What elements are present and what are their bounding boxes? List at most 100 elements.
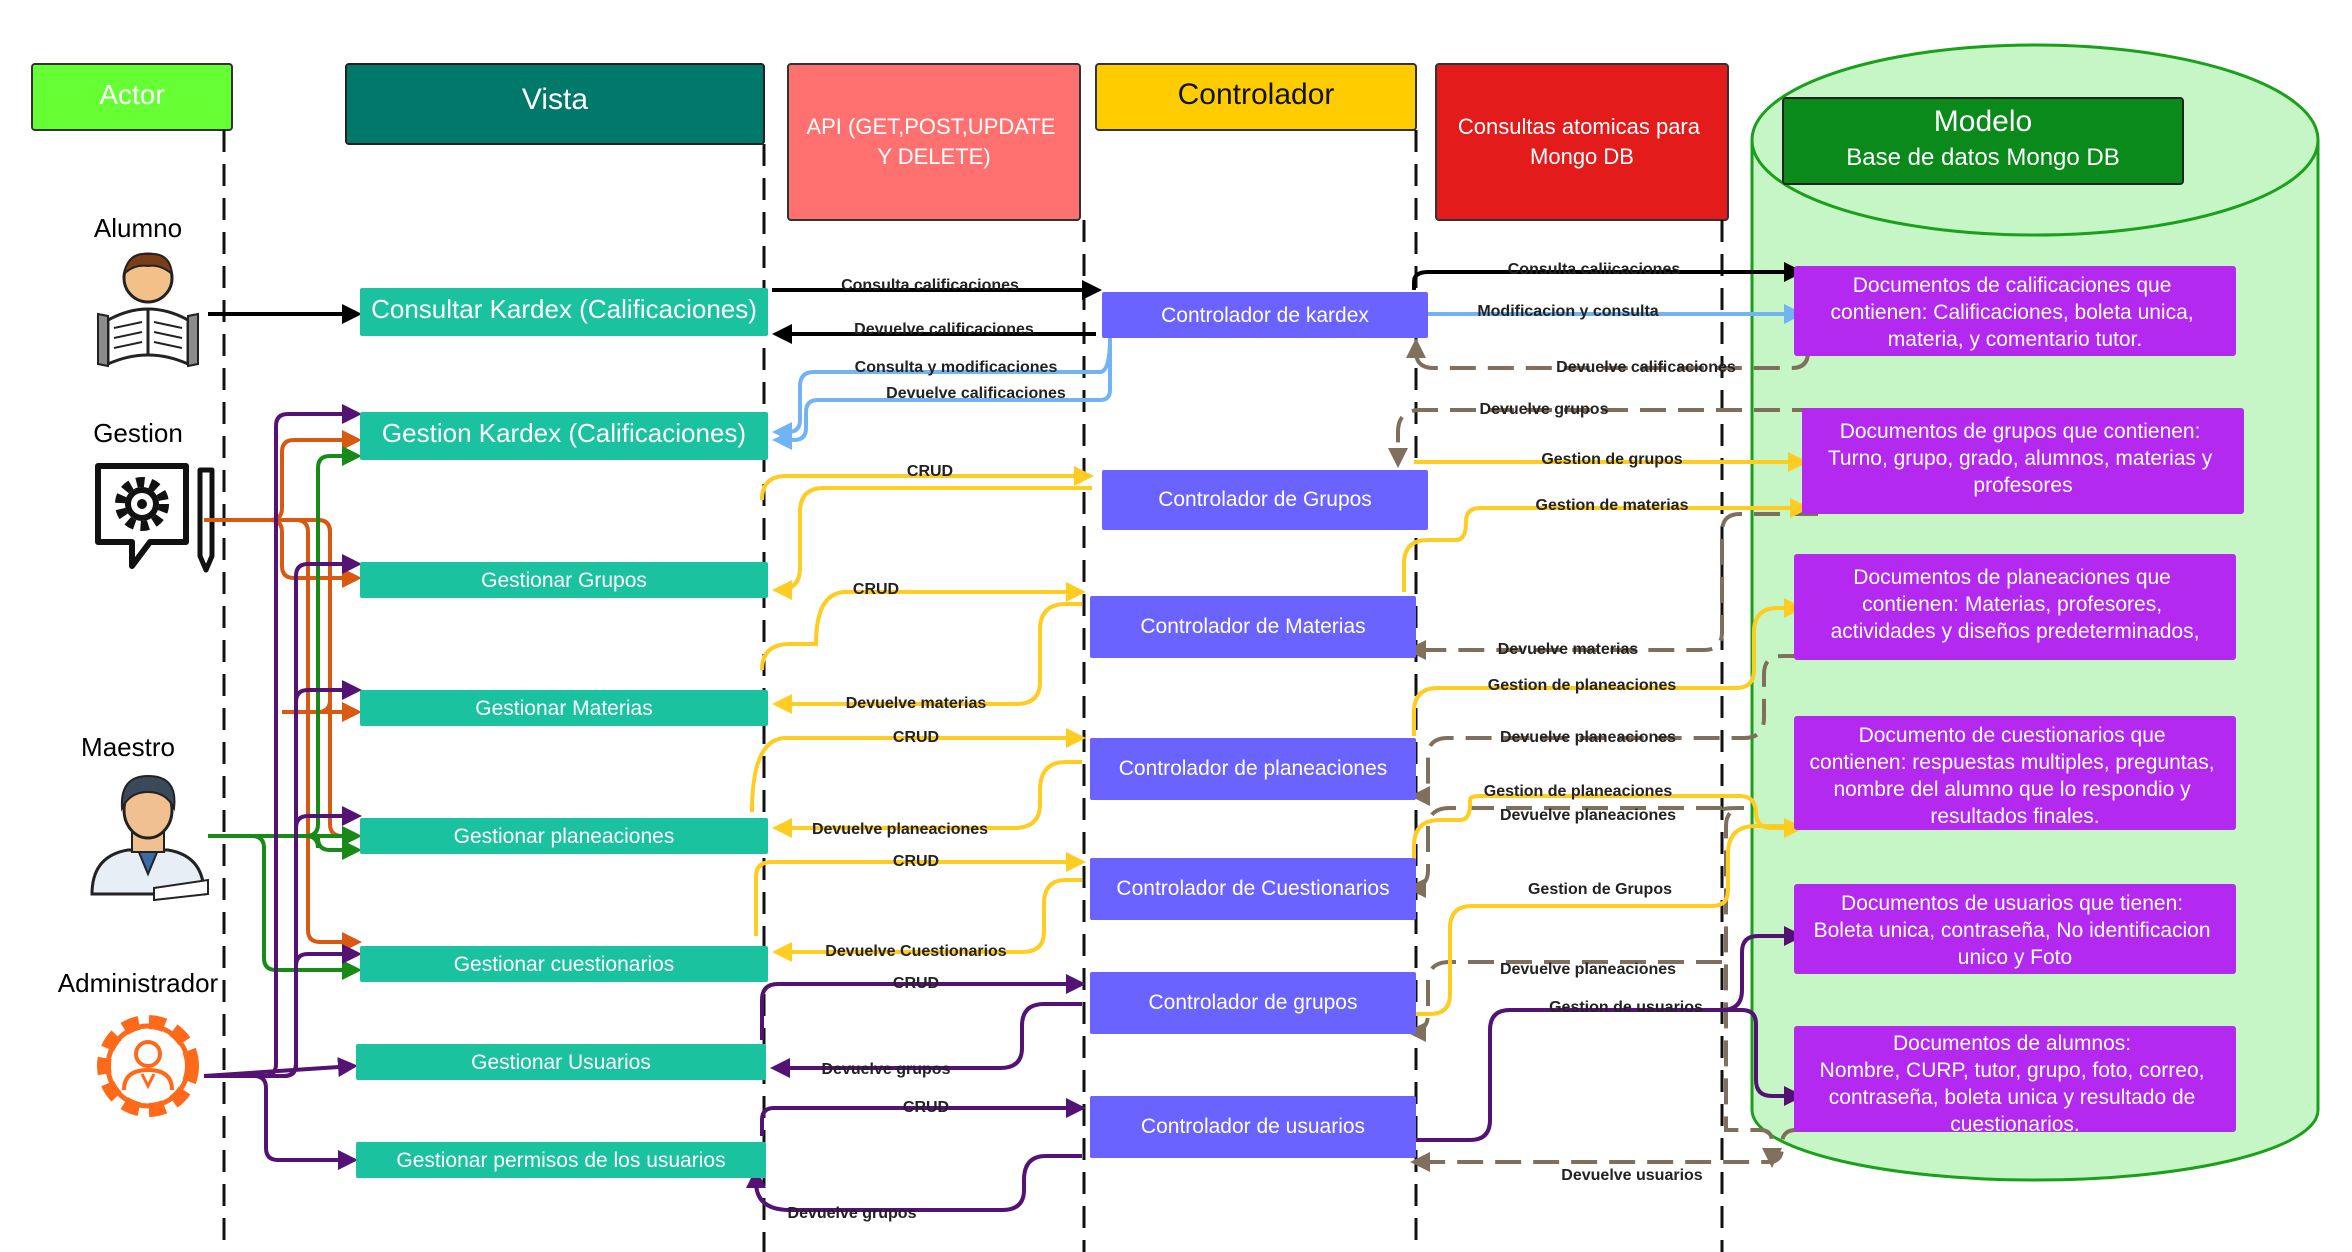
svg-text:Consultar Kardex (Calificacion: Consultar Kardex (Calificaciones) xyxy=(371,294,757,324)
label-crud-2: CRUD xyxy=(853,581,899,598)
db-black-blue-arrows xyxy=(1412,262,1804,324)
controller-grupos-2[interactable]: Controlador de grupos xyxy=(1090,972,1416,1034)
label-gestion-grupos: Gestion de grupos xyxy=(1541,451,1682,468)
doc-planeaciones[interactable]: Documentos de planeaciones que contienen… xyxy=(1794,554,2236,660)
view-gestionar-usuarios[interactable]: Gestionar Usuarios xyxy=(356,1044,766,1080)
controller-planeaciones[interactable]: Controlador de planeaciones xyxy=(1090,738,1416,800)
label-gestion-usuarios: Gestion de usuarios xyxy=(1549,999,1703,1016)
doc-planeaciones-line-2: contienen: Materias, profesores, xyxy=(1862,593,2162,616)
student-reading-icon xyxy=(97,252,199,368)
svg-text:Controlador de Grupos: Controlador de Grupos xyxy=(1158,488,1372,511)
db-taupe-arrows xyxy=(1388,338,1818,1172)
doc-alumnos-line-2: Nombre, CURP, tutor, grupo, foto, correo… xyxy=(1820,1059,2205,1082)
view-gestionar-grupos[interactable]: Gestionar Grupos xyxy=(360,562,768,598)
controller-materias[interactable]: Controlador de Materias xyxy=(1090,596,1416,658)
label-devuelve-materias: Devuelve materias xyxy=(846,695,987,712)
actor-gestion-label: Gestion xyxy=(93,418,183,448)
admin-arrows xyxy=(203,404,362,1170)
doc-calificaciones-line-2: contienen: Calificaciones, boleta unica, xyxy=(1831,301,2194,324)
svg-text:Gestionar permisos de los usua: Gestionar permisos de los usuarios xyxy=(396,1149,725,1172)
doc-alumnos-line-4: cuestionarios. xyxy=(1950,1113,2080,1136)
doc-usuarios[interactable]: Documentos de usuarios que tienen: Bolet… xyxy=(1794,884,2236,974)
label-devuelve-calificaciones-2: Devuelve calificaciones xyxy=(886,385,1066,402)
svg-text:Controlador: Controlador xyxy=(1178,78,1335,111)
label-crud-1: CRUD xyxy=(907,463,953,480)
view-gestionar-materias[interactable]: Gestionar Materias xyxy=(360,690,768,726)
label-gestion-planeaciones-2: Gestion de planeaciones xyxy=(1484,783,1673,800)
label-crud-3: CRUD xyxy=(893,729,939,746)
view-gestionar-permisos[interactable]: Gestionar permisos de los usuarios xyxy=(356,1142,766,1178)
svg-text:Base de datos Mongo DB: Base de datos Mongo DB xyxy=(1846,144,2120,171)
controller-kardex[interactable]: Controlador de kardex xyxy=(1102,292,1428,338)
api-header: API (GET,POST,UPDATE Y DELETE) xyxy=(787,63,1081,221)
view-gestionar-planeaciones[interactable]: Gestionar planeaciones xyxy=(360,818,768,854)
vista-header: Vista xyxy=(345,63,765,145)
label-crud-5: CRUD xyxy=(893,975,939,992)
svg-text:Controlador de Materias: Controlador de Materias xyxy=(1140,615,1365,638)
svg-text:Controlador de kardex: Controlador de kardex xyxy=(1161,304,1369,327)
svg-text:Controlador de grupos: Controlador de grupos xyxy=(1149,991,1358,1014)
modelo-header: Modelo Base de datos Mongo DB xyxy=(1782,97,2184,185)
label-consulta-modificaciones: Consulta y modificaciones xyxy=(855,359,1058,376)
doc-planeaciones-line-3: actividades y diseños predeterminados, xyxy=(1831,620,2200,643)
controller-grupos[interactable]: Controlador de Grupos xyxy=(1102,470,1428,530)
controller-cuestionarios[interactable]: Controlador de Cuestionarios xyxy=(1090,858,1416,920)
gestion-arrows xyxy=(204,430,362,952)
doc-alumnos-line-1: Documentos de alumnos: xyxy=(1893,1032,2131,1055)
doc-calificaciones-line-1: Documentos de calificaciones que xyxy=(1853,274,2172,297)
actor-maestro-label: Maestro xyxy=(81,732,175,762)
label-gestion-materias: Gestion de materias xyxy=(1536,497,1689,514)
label-devuelve-planeaciones: Devuelve planeaciones xyxy=(812,821,988,838)
vista-kardex-arrows xyxy=(772,280,1112,450)
consultas-header-line-2: Mongo DB xyxy=(1530,144,1634,169)
consultas-header: Consultas atomicas para Mongo DB xyxy=(1435,63,1729,221)
vista-yellow-arrows xyxy=(750,466,1094,962)
svg-text:Documento de cuestionarios qu: Documento de cuestionarios que contienen… xyxy=(1810,724,2221,828)
view-consultar-kardex[interactable]: Consultar Kardex (Calificaciones) xyxy=(360,288,768,336)
doc-grupos-line-1: Documentos de grupos que contienen: xyxy=(1840,420,2201,443)
svg-text:Controlador de usuarios: Controlador de usuarios xyxy=(1141,1115,1365,1138)
db-yellow-arrows xyxy=(1402,452,1810,1016)
svg-text:Actor: Actor xyxy=(99,79,164,110)
view-gestion-kardex[interactable]: Gestion Kardex (Calificaciones) xyxy=(360,412,768,460)
svg-text:Consultas atomicas para: Consultas atomicas para Mongo DB xyxy=(1458,114,1706,169)
doc-grupos[interactable]: Documentos de grupos que contienen: Turn… xyxy=(1802,408,2244,514)
teacher-icon xyxy=(90,774,209,902)
doc-grupos-line-2: Turno, grupo, grado, alumnos, materias y xyxy=(1828,447,2213,470)
svg-text:Gestion Kardex (Calificaciones: Gestion Kardex (Calificaciones) xyxy=(382,418,746,448)
doc-cuestionarios[interactable]: Documento de cuestionarios que contienen… xyxy=(1794,716,2236,830)
view-gestionar-cuestionarios[interactable]: Gestionar cuestionarios xyxy=(360,946,768,982)
svg-text:Gestionar planeaciones: Gestionar planeaciones xyxy=(454,825,675,848)
svg-text:Controlador de Cuestionarios: Controlador de Cuestionarios xyxy=(1116,877,1389,900)
doc-usuarios-line-3: unico y Foto xyxy=(1958,946,2072,969)
admin-gear-icon xyxy=(97,1015,199,1117)
label-devuelve-grupos: Devuelve grupos xyxy=(822,1061,951,1078)
doc-alumnos[interactable]: Documentos de alumnos: Nombre, CURP, tut… xyxy=(1794,1026,2236,1136)
doc-cuestionarios-line-1: Documento de cuestionarios que xyxy=(1859,724,2166,747)
doc-usuarios-line-2: Boleta unica, contraseña, No identificac… xyxy=(1814,919,2211,942)
label-devuelve-grupos-db: Devuelve grupos xyxy=(1480,401,1609,418)
svg-text:Modelo: Modelo xyxy=(1934,105,2032,138)
label-devuelve-calificaciones: Devuelve calificaciones xyxy=(854,321,1034,338)
label-crud-6: CRUD xyxy=(903,1099,949,1116)
svg-text:Documentos de grupos que conti: Documentos de grupos que contienen: Turn… xyxy=(1828,420,2218,497)
label-devuelve-planeaciones-db-2: Devuelve planeaciones xyxy=(1500,807,1676,824)
svg-text:Gestionar Grupos: Gestionar Grupos xyxy=(481,569,647,592)
actor-alumno-label: Alumno xyxy=(94,213,182,243)
label-devuelve-planeaciones-db: Devuelve planeaciones xyxy=(1500,729,1676,746)
label-modificacion-consulta: Modificacion y consulta xyxy=(1477,303,1658,320)
label-gestion-planeaciones: Gestion de planeaciones xyxy=(1488,677,1677,694)
svg-text:Gestionar Usuarios: Gestionar Usuarios xyxy=(471,1051,651,1074)
doc-alumnos-line-3: contraseña, boleta unica y resultado de xyxy=(1829,1086,2196,1109)
svg-text:Gestionar Materias: Gestionar Materias xyxy=(475,697,652,720)
actor-administrador-label: Administrador xyxy=(58,968,219,998)
label-devuelve-materias-db: Devuelve materias xyxy=(1498,641,1639,658)
api-header-line-2: Y DELETE) xyxy=(877,144,990,169)
doc-calificaciones[interactable]: Documentos de calificaciones que contien… xyxy=(1794,266,2236,356)
controller-usuarios[interactable]: Controlador de usuarios xyxy=(1090,1096,1416,1158)
consultas-header-line-1: Consultas atomicas para xyxy=(1458,114,1701,139)
arrow-labels: Consulta calificaciones Devuelve calific… xyxy=(788,261,1736,1222)
label-devuelve-cuestionarios: Devuelve Cuestionarios xyxy=(825,943,1007,960)
api-header-line-1: API (GET,POST,UPDATE xyxy=(806,114,1055,139)
